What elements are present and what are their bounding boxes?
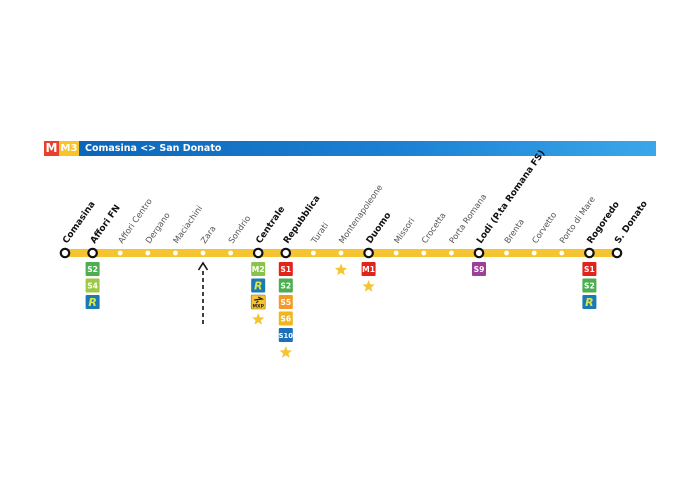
badge-box [582,295,597,309]
badge-s4: S4 [85,278,100,293]
badge-label: M1 [362,265,375,274]
interchange-marker [473,247,485,259]
station-maciachini: Maciachini [171,203,204,256]
interchange-marker [584,247,595,259]
regional-train-icon: R [88,296,96,309]
airplane-icon [254,296,265,304]
badge-s10: S10 [278,328,294,342]
badge-s2: S2 [85,262,100,276]
badge-s1: S1 [582,262,597,276]
station-dot [173,250,178,256]
station-label: Corvetto [530,210,559,245]
line-badge: M3 [59,141,79,156]
badge-r: R [251,278,266,293]
regional-train-icon: R [585,296,593,309]
station-affori-centro: Affori Centro [116,196,154,256]
badge-label: S10 [279,332,294,340]
badge-r: R [582,295,597,309]
interchange-marker [252,247,264,259]
badge-box [278,311,293,326]
badge-label: S6 [280,315,291,324]
station-label: Sondrio [226,213,252,245]
regional-train-icon: R [254,280,262,293]
badge-s2: S2 [278,278,293,293]
station-dot [449,250,454,256]
badge-box [278,295,293,309]
badge-label: S2 [280,282,291,291]
badge-label: S1 [584,265,595,274]
badge-label: S2 [584,282,595,291]
badge-box [85,262,100,276]
badge-box [85,278,100,293]
station-label: Turati [308,220,330,245]
badge-box [85,295,100,309]
route-title: Comasina <> San Donato [85,143,222,154]
position-arrow [197,261,209,324]
station-dot [559,250,565,256]
badge-box [251,262,266,276]
station-dot [145,250,151,256]
station-dot [421,250,427,256]
station-dot [531,250,537,256]
star-icon [252,313,265,325]
badge-s9: S9 [472,262,486,276]
interchange-marker [280,247,292,259]
station-corvetto: Corvetto [530,210,559,256]
badge-box [278,278,293,293]
badge-s2: S2 [582,278,597,293]
station-label: Crocetta [419,210,447,245]
badge-box [472,262,486,276]
badge-box [582,278,597,293]
badge-s1: S1 [278,262,293,276]
badge-box [361,262,376,276]
badge-box [251,278,266,293]
badge-r: R [85,295,100,309]
badge-s6: S6 [278,311,293,326]
badge-box [278,328,293,342]
badge-label: S9 [474,265,485,274]
badge-label: M2 [252,265,265,274]
badge-label: S2 [87,265,98,274]
badge-label: MXP [252,304,264,310]
station-dot [311,250,316,256]
station-porto-di-mare: Porto di Mare [557,194,597,256]
route-header-bar: M M3 Comasina <> San Donato [44,141,656,156]
metro-logo: M [44,141,59,156]
station-label: Dergano [143,210,172,245]
star-icon [279,346,292,358]
station-label: Brenta [502,217,526,245]
badge-m2: M2 [251,262,266,276]
station-dot [338,250,344,256]
star-icon [334,263,348,276]
badge-label: S4 [87,282,98,291]
station-dot [117,250,123,256]
station-dot [200,250,206,256]
terminal-marker [611,247,623,259]
badge-mxp: MXP [250,294,266,310]
station-label: Duomo [365,211,394,246]
arrow-head-icon [197,261,209,271]
interchange-marker [87,247,98,259]
badge-box [278,262,293,276]
badge-m1: M1 [361,262,376,276]
station-label: Zara [198,224,217,246]
interchange-marker [363,247,374,259]
station-dot [504,250,509,256]
badge-label: S5 [280,298,291,307]
badge-label: S1 [280,265,291,274]
station-crocetta: Crocetta [419,210,448,256]
badge-s5: S5 [278,295,293,309]
station-dergano: Dergano [143,210,172,256]
station-dot [228,250,234,256]
badge-box [582,262,597,276]
station-dot [393,250,399,256]
star-icon [362,280,375,292]
terminal-marker [59,247,71,259]
station-label: Missori [392,216,417,245]
